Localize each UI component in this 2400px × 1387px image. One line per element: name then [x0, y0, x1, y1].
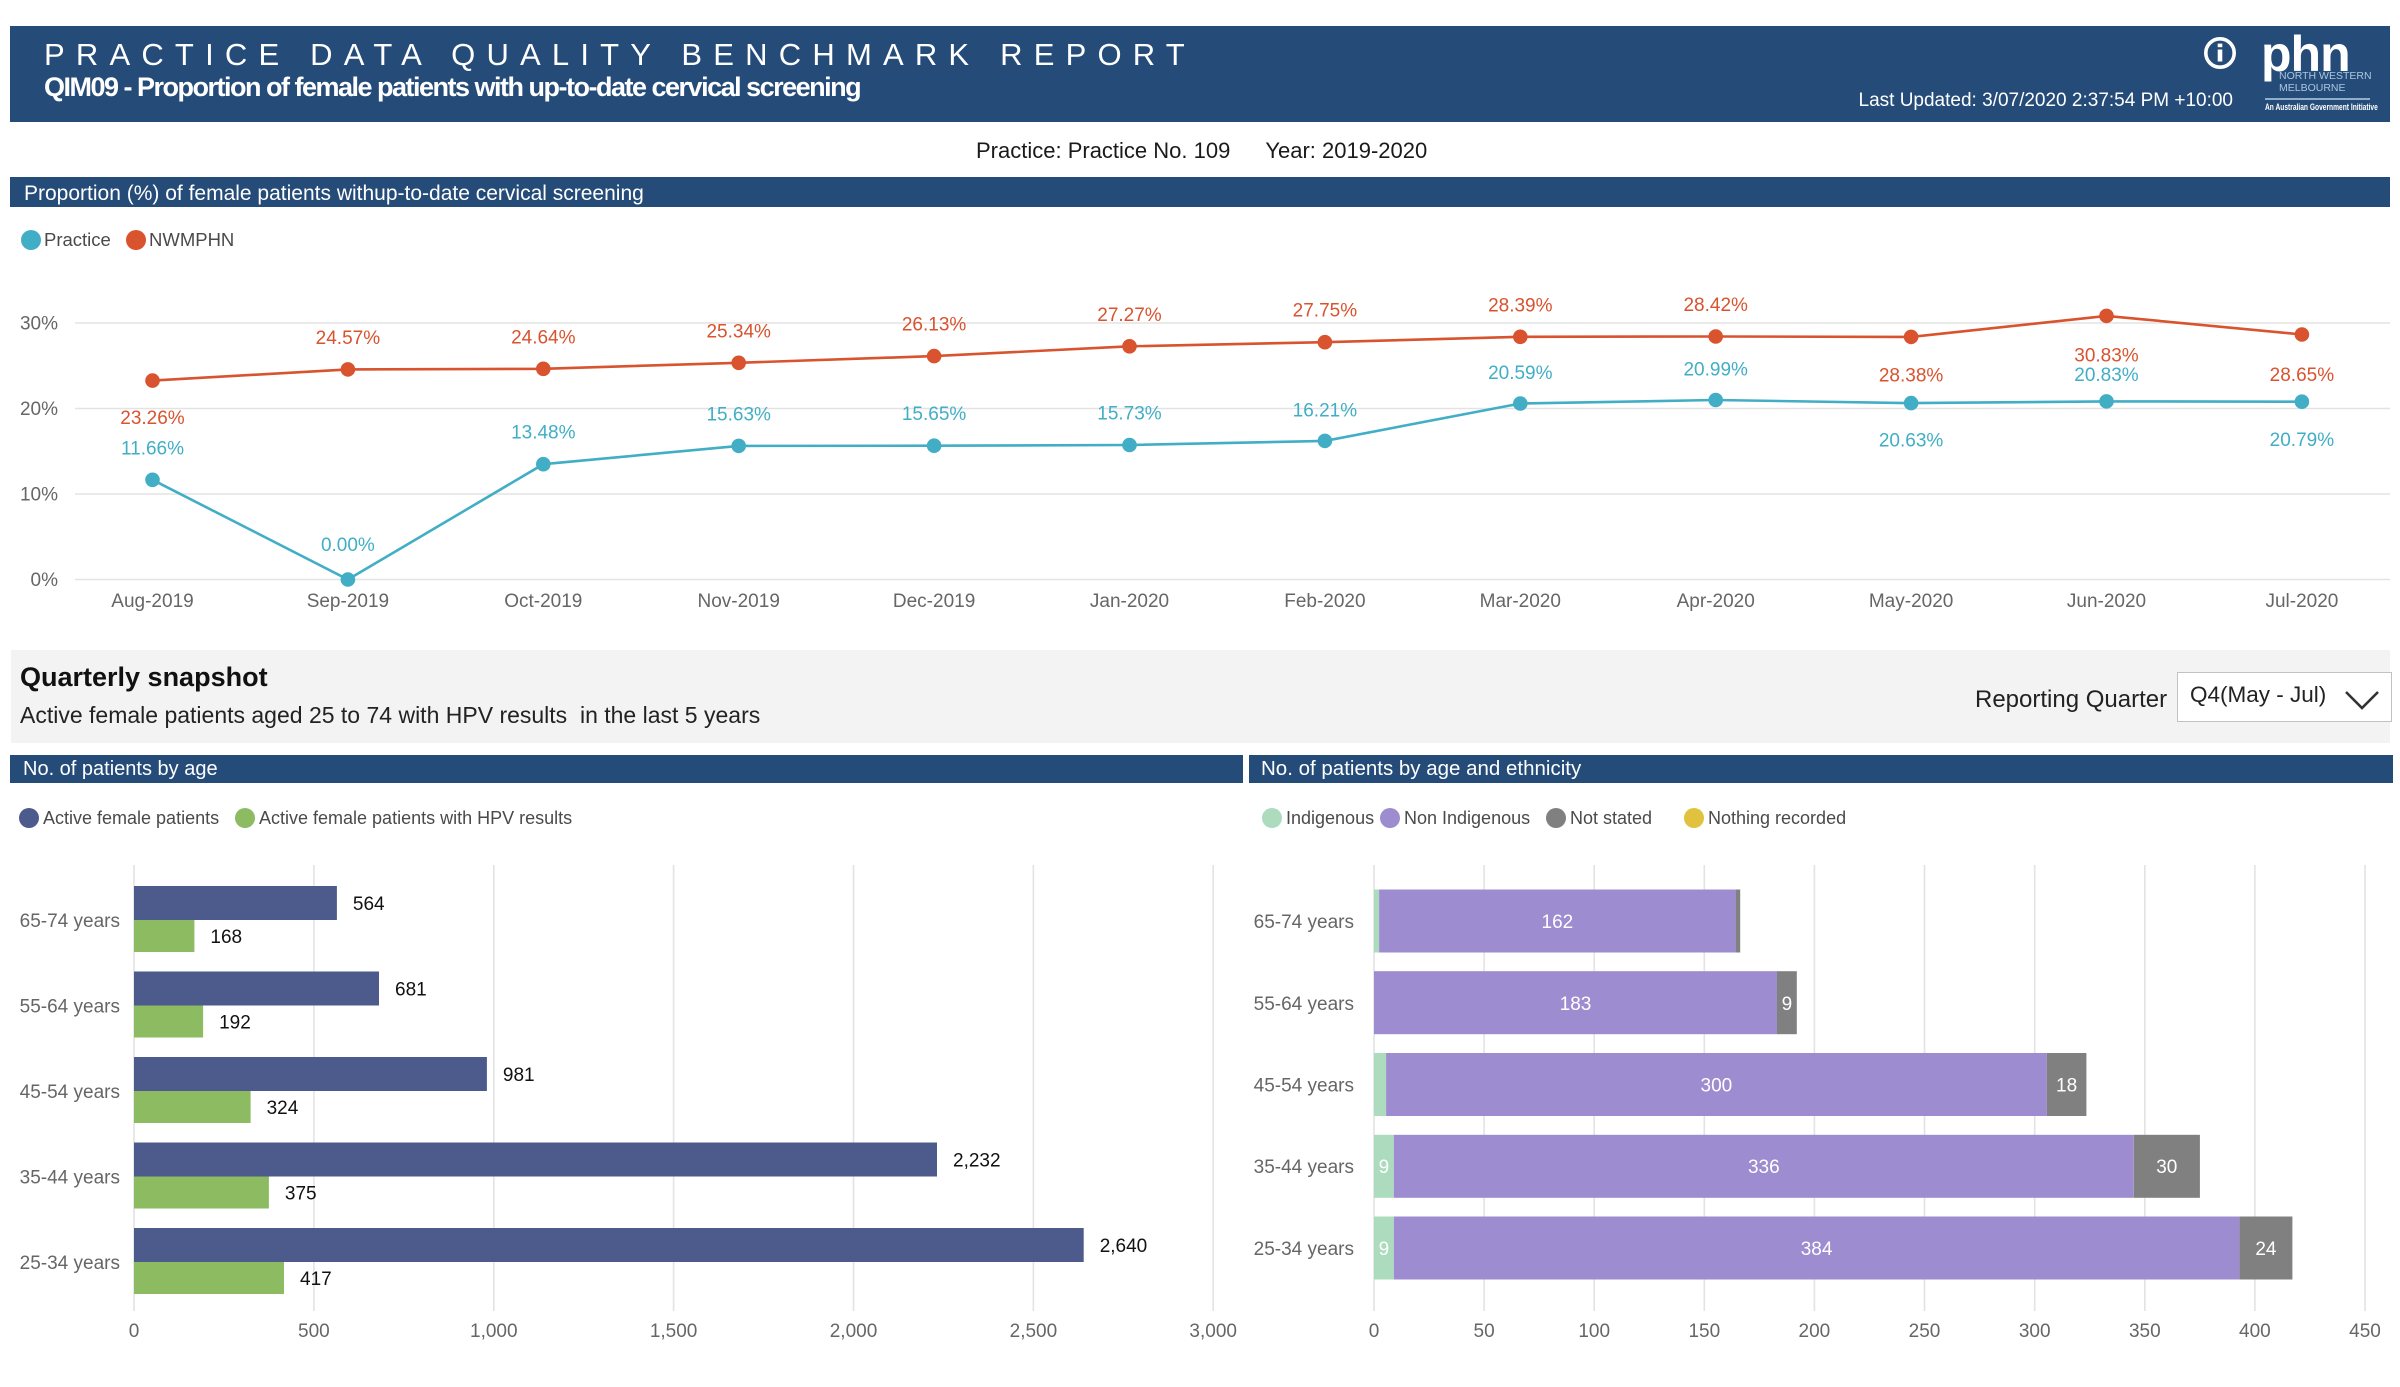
svg-text:55-64 years: 55-64 years	[20, 997, 120, 1018]
svg-text:25-34 years: 25-34 years	[20, 1253, 120, 1274]
svg-text:30: 30	[2156, 1157, 2177, 1178]
svg-text:20.99%: 20.99%	[1683, 360, 1748, 381]
svg-text:18: 18	[2056, 1076, 2077, 1097]
svg-text:28.65%: 28.65%	[2270, 365, 2335, 386]
svg-text:2,500: 2,500	[1010, 1321, 1058, 1342]
svg-text:300: 300	[2019, 1321, 2051, 1342]
svg-text:NWMPHN: NWMPHN	[149, 229, 234, 250]
svg-text:417: 417	[300, 1269, 332, 1290]
svg-text:Active female patients with HP: Active female patients with HPV results	[259, 808, 572, 828]
svg-text:10%: 10%	[20, 485, 58, 506]
svg-text:Sep-2019: Sep-2019	[307, 591, 389, 612]
svg-text:981: 981	[503, 1065, 535, 1086]
svg-text:Aug-2019: Aug-2019	[111, 591, 193, 612]
svg-text:100: 100	[1578, 1321, 1610, 1342]
svg-text:Nothing recorded: Nothing recorded	[1708, 808, 1846, 828]
svg-text:300: 300	[1701, 1076, 1733, 1097]
svg-text:28.38%: 28.38%	[1879, 365, 1944, 386]
svg-text:2,000: 2,000	[830, 1321, 878, 1342]
svg-text:400: 400	[2239, 1321, 2271, 1342]
svg-text:336: 336	[1748, 1157, 1780, 1178]
svg-text:35-44 years: 35-44 years	[1254, 1157, 1354, 1178]
svg-text:0.00%: 0.00%	[321, 535, 375, 556]
svg-text:Active female patients: Active female patients	[43, 808, 219, 828]
svg-text:681: 681	[395, 980, 427, 1001]
svg-text:168: 168	[210, 927, 242, 948]
svg-text:15.73%: 15.73%	[1097, 404, 1162, 425]
svg-text:450: 450	[2349, 1321, 2381, 1342]
svg-text:16.21%: 16.21%	[1293, 400, 1358, 421]
svg-text:20.79%: 20.79%	[2270, 430, 2335, 451]
svg-text:24.64%: 24.64%	[511, 327, 576, 348]
svg-text:35-44 years: 35-44 years	[20, 1168, 120, 1189]
svg-text:Jul-2020: Jul-2020	[2265, 591, 2338, 612]
svg-text:500: 500	[298, 1321, 330, 1342]
svg-text:324: 324	[267, 1098, 299, 1119]
svg-text:Practice: Practice	[44, 229, 111, 250]
svg-text:Non Indigenous: Non Indigenous	[1404, 808, 1530, 828]
svg-text:25-34 years: 25-34 years	[1254, 1239, 1354, 1260]
svg-text:24.57%: 24.57%	[316, 328, 381, 349]
svg-text:350: 350	[2129, 1321, 2161, 1342]
svg-text:24: 24	[2255, 1239, 2277, 1260]
svg-text:Mar-2020: Mar-2020	[1480, 591, 1561, 612]
svg-text:2,640: 2,640	[1100, 1236, 1148, 1257]
svg-text:1,000: 1,000	[470, 1321, 518, 1342]
svg-text:28.39%: 28.39%	[1488, 295, 1553, 316]
svg-text:564: 564	[353, 894, 385, 915]
svg-text:Dec-2019: Dec-2019	[893, 591, 975, 612]
svg-text:55-64 years: 55-64 years	[1254, 994, 1354, 1015]
svg-text:2,232: 2,232	[953, 1151, 1001, 1172]
svg-text:150: 150	[1688, 1321, 1720, 1342]
svg-text:384: 384	[1801, 1239, 1833, 1260]
svg-text:Feb-2020: Feb-2020	[1284, 591, 1365, 612]
svg-text:9: 9	[1379, 1239, 1390, 1260]
svg-text:50: 50	[1474, 1321, 1495, 1342]
svg-text:250: 250	[1909, 1321, 1941, 1342]
svg-text:3,000: 3,000	[1189, 1321, 1237, 1342]
svg-text:Nov-2019: Nov-2019	[698, 591, 780, 612]
svg-text:25.34%: 25.34%	[706, 321, 771, 342]
svg-text:27.27%: 27.27%	[1097, 305, 1162, 326]
svg-text:May-2020: May-2020	[1869, 591, 1954, 612]
svg-text:Oct-2019: Oct-2019	[504, 591, 582, 612]
svg-text:11.66%: 11.66%	[121, 438, 184, 459]
svg-text:20.83%: 20.83%	[2074, 365, 2139, 386]
svg-text:23.26%: 23.26%	[120, 408, 185, 429]
svg-text:Apr-2020: Apr-2020	[1677, 591, 1755, 612]
svg-text:200: 200	[1799, 1321, 1831, 1342]
svg-text:45-54 years: 45-54 years	[1254, 1076, 1354, 1097]
svg-text:1,500: 1,500	[650, 1321, 698, 1342]
svg-text:65-74 years: 65-74 years	[20, 911, 120, 932]
svg-text:15.65%: 15.65%	[902, 404, 967, 425]
svg-text:0%: 0%	[31, 570, 59, 591]
svg-text:183: 183	[1560, 994, 1592, 1015]
svg-text:20.59%: 20.59%	[1488, 363, 1553, 384]
svg-text:162: 162	[1542, 912, 1574, 933]
svg-text:13.48%: 13.48%	[511, 423, 576, 444]
svg-text:20%: 20%	[20, 399, 58, 420]
svg-text:Indigenous: Indigenous	[1286, 808, 1374, 828]
svg-text:28.42%: 28.42%	[1683, 295, 1748, 316]
svg-text:0: 0	[1369, 1321, 1380, 1342]
svg-text:30.83%: 30.83%	[2074, 345, 2139, 366]
svg-text:9: 9	[1379, 1157, 1390, 1178]
svg-text:375: 375	[285, 1184, 317, 1205]
svg-text:Jun-2020: Jun-2020	[2067, 591, 2146, 612]
svg-text:20.63%: 20.63%	[1879, 431, 1944, 452]
svg-text:45-54 years: 45-54 years	[20, 1082, 120, 1103]
svg-text:26.13%: 26.13%	[902, 315, 967, 336]
svg-text:0: 0	[129, 1321, 140, 1342]
svg-text:9: 9	[1782, 994, 1793, 1015]
svg-text:15.63%: 15.63%	[706, 404, 771, 425]
svg-text:192: 192	[219, 1013, 251, 1034]
svg-text:Jan-2020: Jan-2020	[1090, 591, 1169, 612]
svg-text:65-74 years: 65-74 years	[1254, 912, 1354, 933]
svg-text:27.75%: 27.75%	[1293, 301, 1358, 322]
svg-text:Not stated: Not stated	[1570, 808, 1652, 828]
svg-text:30%: 30%	[20, 314, 58, 335]
